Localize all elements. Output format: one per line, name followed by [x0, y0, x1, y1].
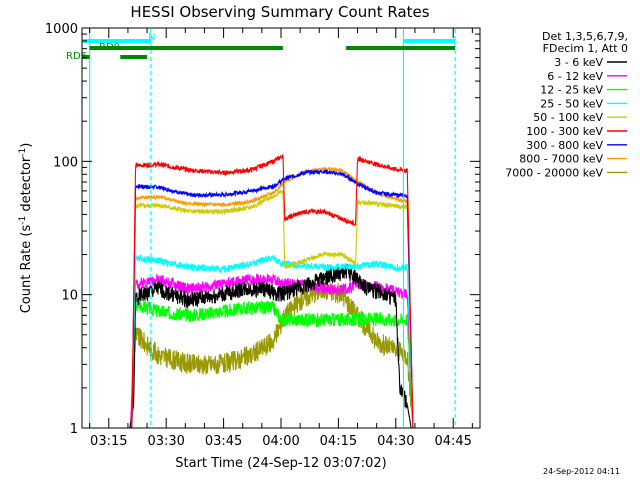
y-tick-label: 1 [70, 422, 78, 437]
y-tick-label: 10 [61, 289, 78, 304]
y-axis-label-sup-1: -1 [18, 216, 28, 225]
series-line [89, 254, 454, 429]
legend-label: 3 - 6 keV [554, 56, 603, 69]
series-line [89, 189, 454, 429]
flag-layer: N RD0 RD6 [66, 32, 456, 62]
y-axis-label: Count Rate (s-1 detector-1) [18, 143, 34, 314]
flag-label: RD6 [66, 51, 87, 62]
plot-frame [81, 27, 481, 429]
legend: Det 1,3,5,6,7,9, FDecim 1, Att 0 3 - 6 k… [505, 30, 628, 179]
legend-label: 300 - 800 keV [526, 139, 603, 152]
timestamp: 24-Sep-2012 04:11 [543, 467, 620, 476]
x-tick-label: 04:00 [262, 434, 299, 449]
series-line [89, 279, 454, 429]
y-axis-label-part-2: detector [19, 156, 34, 216]
x-axis-label: Start Time (24-Sep-12 03:07:02) [175, 456, 386, 471]
series-line [89, 273, 454, 429]
y-axis-label-part-3: ) [19, 143, 34, 148]
x-tick-label: 04:15 [320, 434, 357, 449]
legend-header-line-2: FDecim 1, Att 0 [543, 42, 628, 55]
series-line [89, 168, 454, 429]
x-tick-label: 03:45 [205, 434, 242, 449]
legend-label: 12 - 25 keV [540, 84, 603, 97]
y-tick-label: 1000 [45, 22, 78, 37]
series-layer [89, 154, 454, 429]
y-axis-label-part-1: Count Rate (s [19, 225, 34, 314]
series-line [89, 298, 454, 429]
legend-label: 800 - 7000 keV [519, 153, 603, 166]
series-line [89, 166, 454, 429]
y-axis-label-sup-2: -1 [18, 148, 28, 157]
series-line [89, 154, 454, 429]
legend-label: 25 - 50 keV [540, 97, 603, 110]
y-tick-label: 100 [53, 155, 78, 170]
vline-layer [89, 29, 456, 427]
series-line [89, 264, 454, 429]
x-tick-label: 03:15 [90, 434, 127, 449]
flag-label: RD0 [99, 42, 120, 53]
x-tick-label: 04:45 [434, 434, 471, 449]
legend-label: 6 - 12 keV [547, 70, 603, 83]
legend-header-line-1: Det 1,3,5,6,7,9, [542, 30, 628, 43]
legend-label: 50 - 100 keV [533, 111, 603, 124]
axis-layer: 03:15 03:30 03:45 04:00 04:15 04:30 04:45 1 10 10… [45, 22, 480, 449]
legend-label: 7000 - 20000 keV [505, 166, 603, 179]
legend-label: 100 - 300 keV [526, 125, 603, 138]
x-tick-label: 04:30 [377, 434, 414, 449]
x-tick-label: 03:30 [147, 434, 184, 449]
flag-label: N [148, 32, 155, 43]
chart-title: HESSI Observing Summary Count Rates [130, 3, 429, 21]
